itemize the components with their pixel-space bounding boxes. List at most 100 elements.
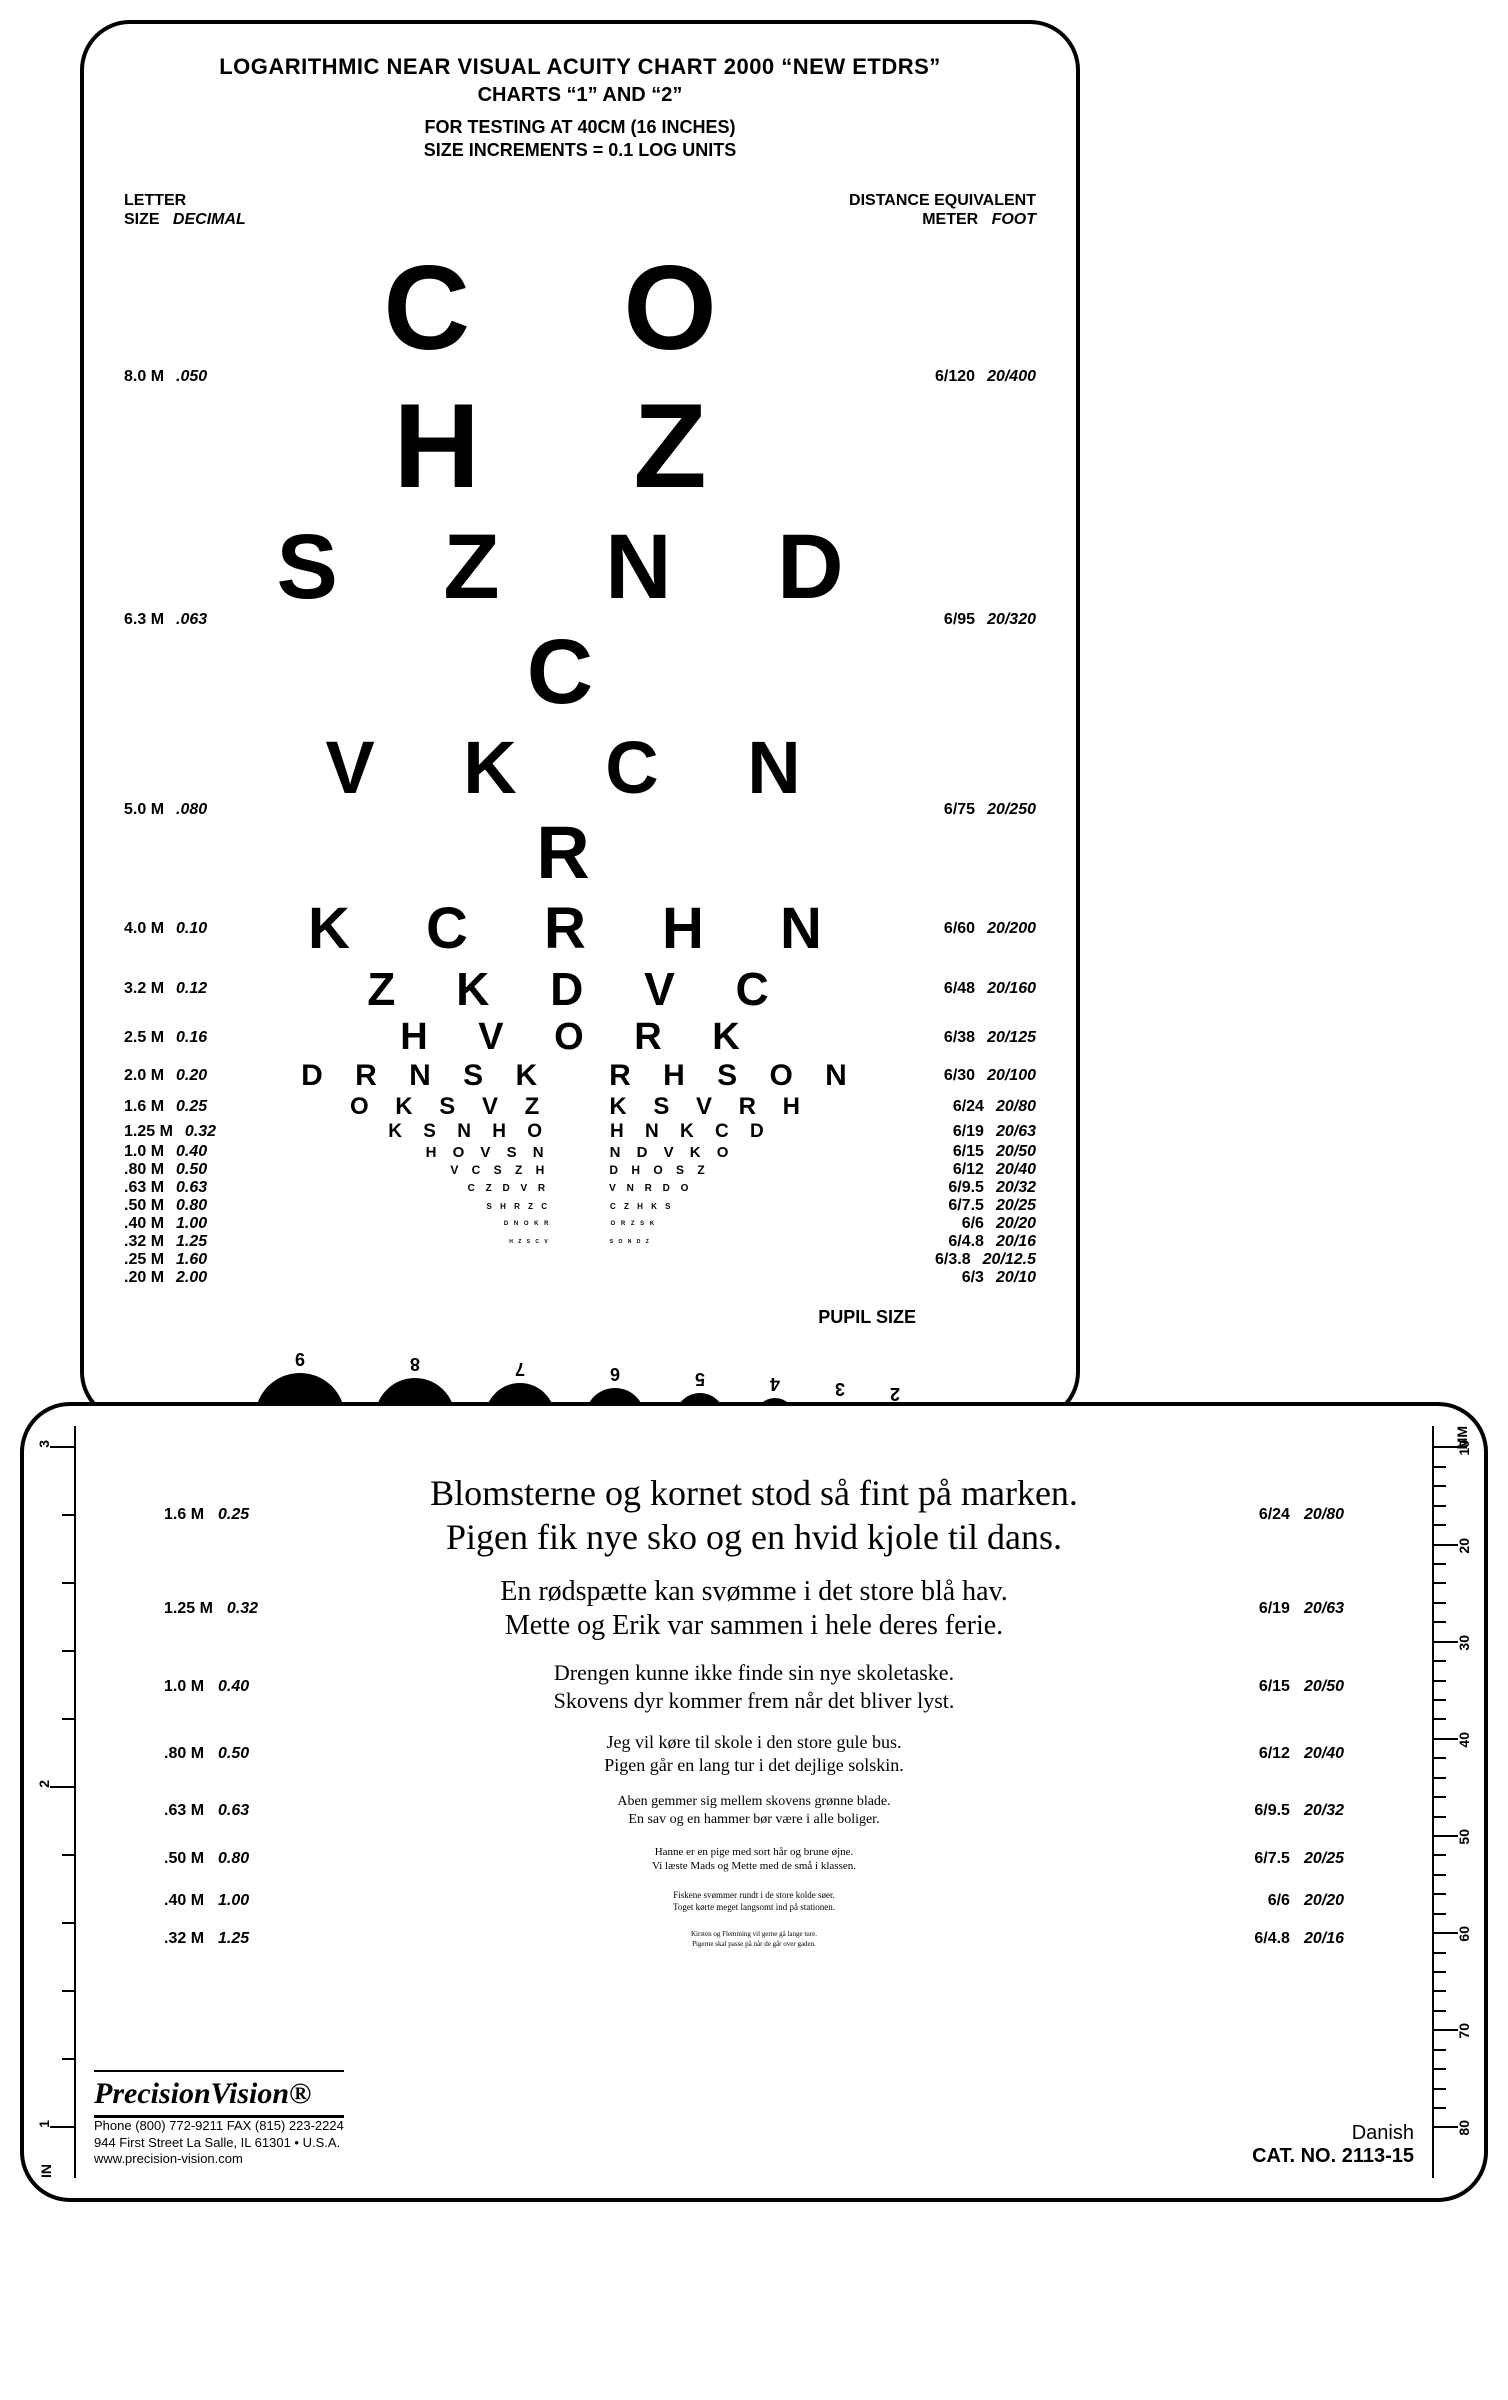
foot-value: 20/32 <box>996 1179 1036 1197</box>
foot-value: 20/25 <box>996 1197 1036 1215</box>
ruler-minor-tick <box>1434 2107 1446 2109</box>
decimal-value: 0.32 <box>227 1600 258 1618</box>
letter-size: 2.0 M <box>124 1067 164 1085</box>
ruler-label: 20 <box>1456 1538 1472 1554</box>
acuity-row: .80 M0.50V C S Z HD H O S Z6/1220/40 <box>124 1161 1036 1179</box>
optotype-letters: D N O K RO R Z S K <box>274 1221 886 1227</box>
meter-value: 6/6 <box>962 1215 984 1233</box>
decimal-value: 0.50 <box>218 1745 249 1763</box>
ruler-minor-tick <box>1434 2068 1446 2070</box>
foot-value: 20/50 <box>996 1143 1036 1161</box>
ruler-minor-tick <box>1434 1699 1446 1701</box>
decimal-value: .063 <box>176 611 207 629</box>
optotype-letters: K C R H N <box>274 895 886 962</box>
meter-value: 6/120 <box>935 368 975 386</box>
meter-value: 6/9.5 <box>1254 1802 1290 1820</box>
letter-size: .50 M <box>124 1197 164 1215</box>
ruler-minor-tick <box>62 1922 74 1924</box>
decimal-value: 0.20 <box>176 1067 207 1085</box>
ruler-label: 60 <box>1456 1926 1472 1942</box>
decimal-value: 0.40 <box>218 1678 249 1696</box>
reading-text: Aben gemmer sig mellem skovens grønne bl… <box>324 1792 1184 1830</box>
optotype-letters: S H R Z CC Z H K S <box>274 1202 886 1211</box>
ruler-minor-tick <box>62 1514 74 1516</box>
letter-size-header-2: SIZE <box>124 211 160 228</box>
ruler-tick <box>1434 1932 1458 1934</box>
ruler-label: 40 <box>1456 1732 1472 1748</box>
decimal-value: 0.16 <box>176 1029 207 1047</box>
pupil-number: 2 <box>890 1383 900 1404</box>
acuity-row: 2.5 M0.16H V O R K6/3820/125 <box>124 1016 1036 1059</box>
catalog-number: CAT. NO. 2113-15 <box>1252 2145 1414 2168</box>
reading-line: En sav og en hammer bør være i alle boli… <box>324 1812 1184 1828</box>
letter-size: .40 M <box>164 1892 204 1910</box>
decimal-value: 1.60 <box>176 1251 207 1269</box>
ruler-minor-tick <box>1434 1913 1446 1915</box>
reading-line: Blomsterne og kornet stod så fint på mar… <box>324 1472 1184 1514</box>
meter-value: 6/9.5 <box>948 1179 984 1197</box>
reading-text: Hanne er en pige med sort hår og brune ø… <box>324 1844 1184 1874</box>
ruler-tick <box>1434 1446 1458 1448</box>
reading-card: IN 321 MM 1020304050607080 1.6 M0.25Blom… <box>20 1402 1488 2202</box>
reading-row: 1.6 M0.25Blomsterne og kornet stod så fi… <box>164 1470 1344 1560</box>
letter-size: .20 M <box>124 1269 164 1287</box>
chart-header: LOGARITHMIC NEAR VISUAL ACUITY CHART 200… <box>124 54 1036 161</box>
acuity-row: 6.3 M.063S Z N D C6/9520/320 <box>124 515 1036 725</box>
brand-phone: Phone (800) 772-9211 FAX (815) 223-2224 <box>94 2118 344 2135</box>
ruler-minor-tick <box>1434 2010 1446 2012</box>
ruler-minor-tick <box>1434 1718 1446 1720</box>
optotype-letters: Z K D V C <box>274 962 886 1016</box>
brand-web: www.precision-vision.com <box>94 2151 344 2168</box>
acuity-row: 3.2 M0.12Z K D V C6/4820/160 <box>124 962 1036 1016</box>
letter-size: .40 M <box>124 1215 164 1233</box>
letter-size: 1.25 M <box>164 1600 213 1618</box>
ruler-minor-tick <box>1434 1816 1446 1818</box>
letter-size: 6.3 M <box>124 611 164 629</box>
acuity-row: 1.25 M0.32K S N H OH N K C D6/1920/63 <box>124 1121 1036 1143</box>
letter-size: .32 M <box>124 1233 164 1251</box>
reading-row: .80 M0.50Jeg vil køre til skole i den st… <box>164 1730 1344 1778</box>
foot-value: 20/63 <box>1304 1600 1344 1618</box>
letter-size: .32 M <box>164 1930 204 1948</box>
decimal-value: 1.00 <box>218 1892 249 1910</box>
meter-value: 6/12 <box>1259 1745 1290 1763</box>
ruler-tick <box>1434 1835 1458 1837</box>
decimal-value: 0.50 <box>176 1161 207 1179</box>
meter-value: 6/4.8 <box>1254 1930 1290 1948</box>
meter-value: 6/15 <box>953 1143 984 1161</box>
ruler-minor-tick <box>1434 1854 1446 1856</box>
decimal-value: 0.63 <box>176 1179 207 1197</box>
acuity-row: .50 M0.80S H R Z CC Z H K S6/7.520/25 <box>124 1197 1036 1215</box>
pupil-number: 6 <box>610 1363 620 1384</box>
foot-value: 20/20 <box>1304 1892 1344 1910</box>
meter-value: 6/60 <box>944 920 975 938</box>
acuity-row: 5.0 M.080V K C N R6/7520/250 <box>124 725 1036 895</box>
foot-value: 20/100 <box>987 1067 1036 1085</box>
catalog-block: Danish CAT. NO. 2113-15 <box>1252 2122 1414 2168</box>
foot-value: 20/25 <box>1304 1850 1344 1868</box>
reading-line: Fiskene svømmer rundt i de store kolde s… <box>324 1890 1184 1900</box>
ruler-minor-tick <box>1434 2088 1446 2090</box>
foot-value: 20/125 <box>987 1029 1036 1047</box>
pupil-number: 3 <box>835 1378 845 1399</box>
letter-size: 1.6 M <box>124 1098 164 1116</box>
letter-size: .80 M <box>164 1745 204 1763</box>
reading-line: Pigen fik nye sko og en hvid kjole til d… <box>324 1516 1184 1558</box>
ruler-label: 80 <box>1456 2120 1472 2136</box>
foot-value: 20/16 <box>1304 1930 1344 1948</box>
letter-size: 3.2 M <box>124 980 164 998</box>
foot-value: 20/10 <box>996 1269 1036 1287</box>
ruler-minor-tick <box>1434 1777 1446 1779</box>
acuity-row: .20 M2.006/320/10 <box>124 1269 1036 1287</box>
reading-text: Blomsterne og kornet stod så fint på mar… <box>324 1470 1184 1560</box>
foot-value: 20/12.5 <box>983 1251 1036 1269</box>
letter-size: .80 M <box>124 1161 164 1179</box>
decimal-value: 0.25 <box>218 1506 249 1524</box>
meter-value: 6/15 <box>1259 1678 1290 1696</box>
meter-value: 6/19 <box>1259 1600 1290 1618</box>
ruler-tick <box>1434 1641 1458 1643</box>
reading-text: Drengen kunne ikke finde sin nye skoleta… <box>324 1658 1184 1716</box>
meter-value: 6/3 <box>962 1269 984 1287</box>
ruler-label: 70 <box>1456 2023 1472 2039</box>
letter-size: 2.5 M <box>124 1029 164 1047</box>
